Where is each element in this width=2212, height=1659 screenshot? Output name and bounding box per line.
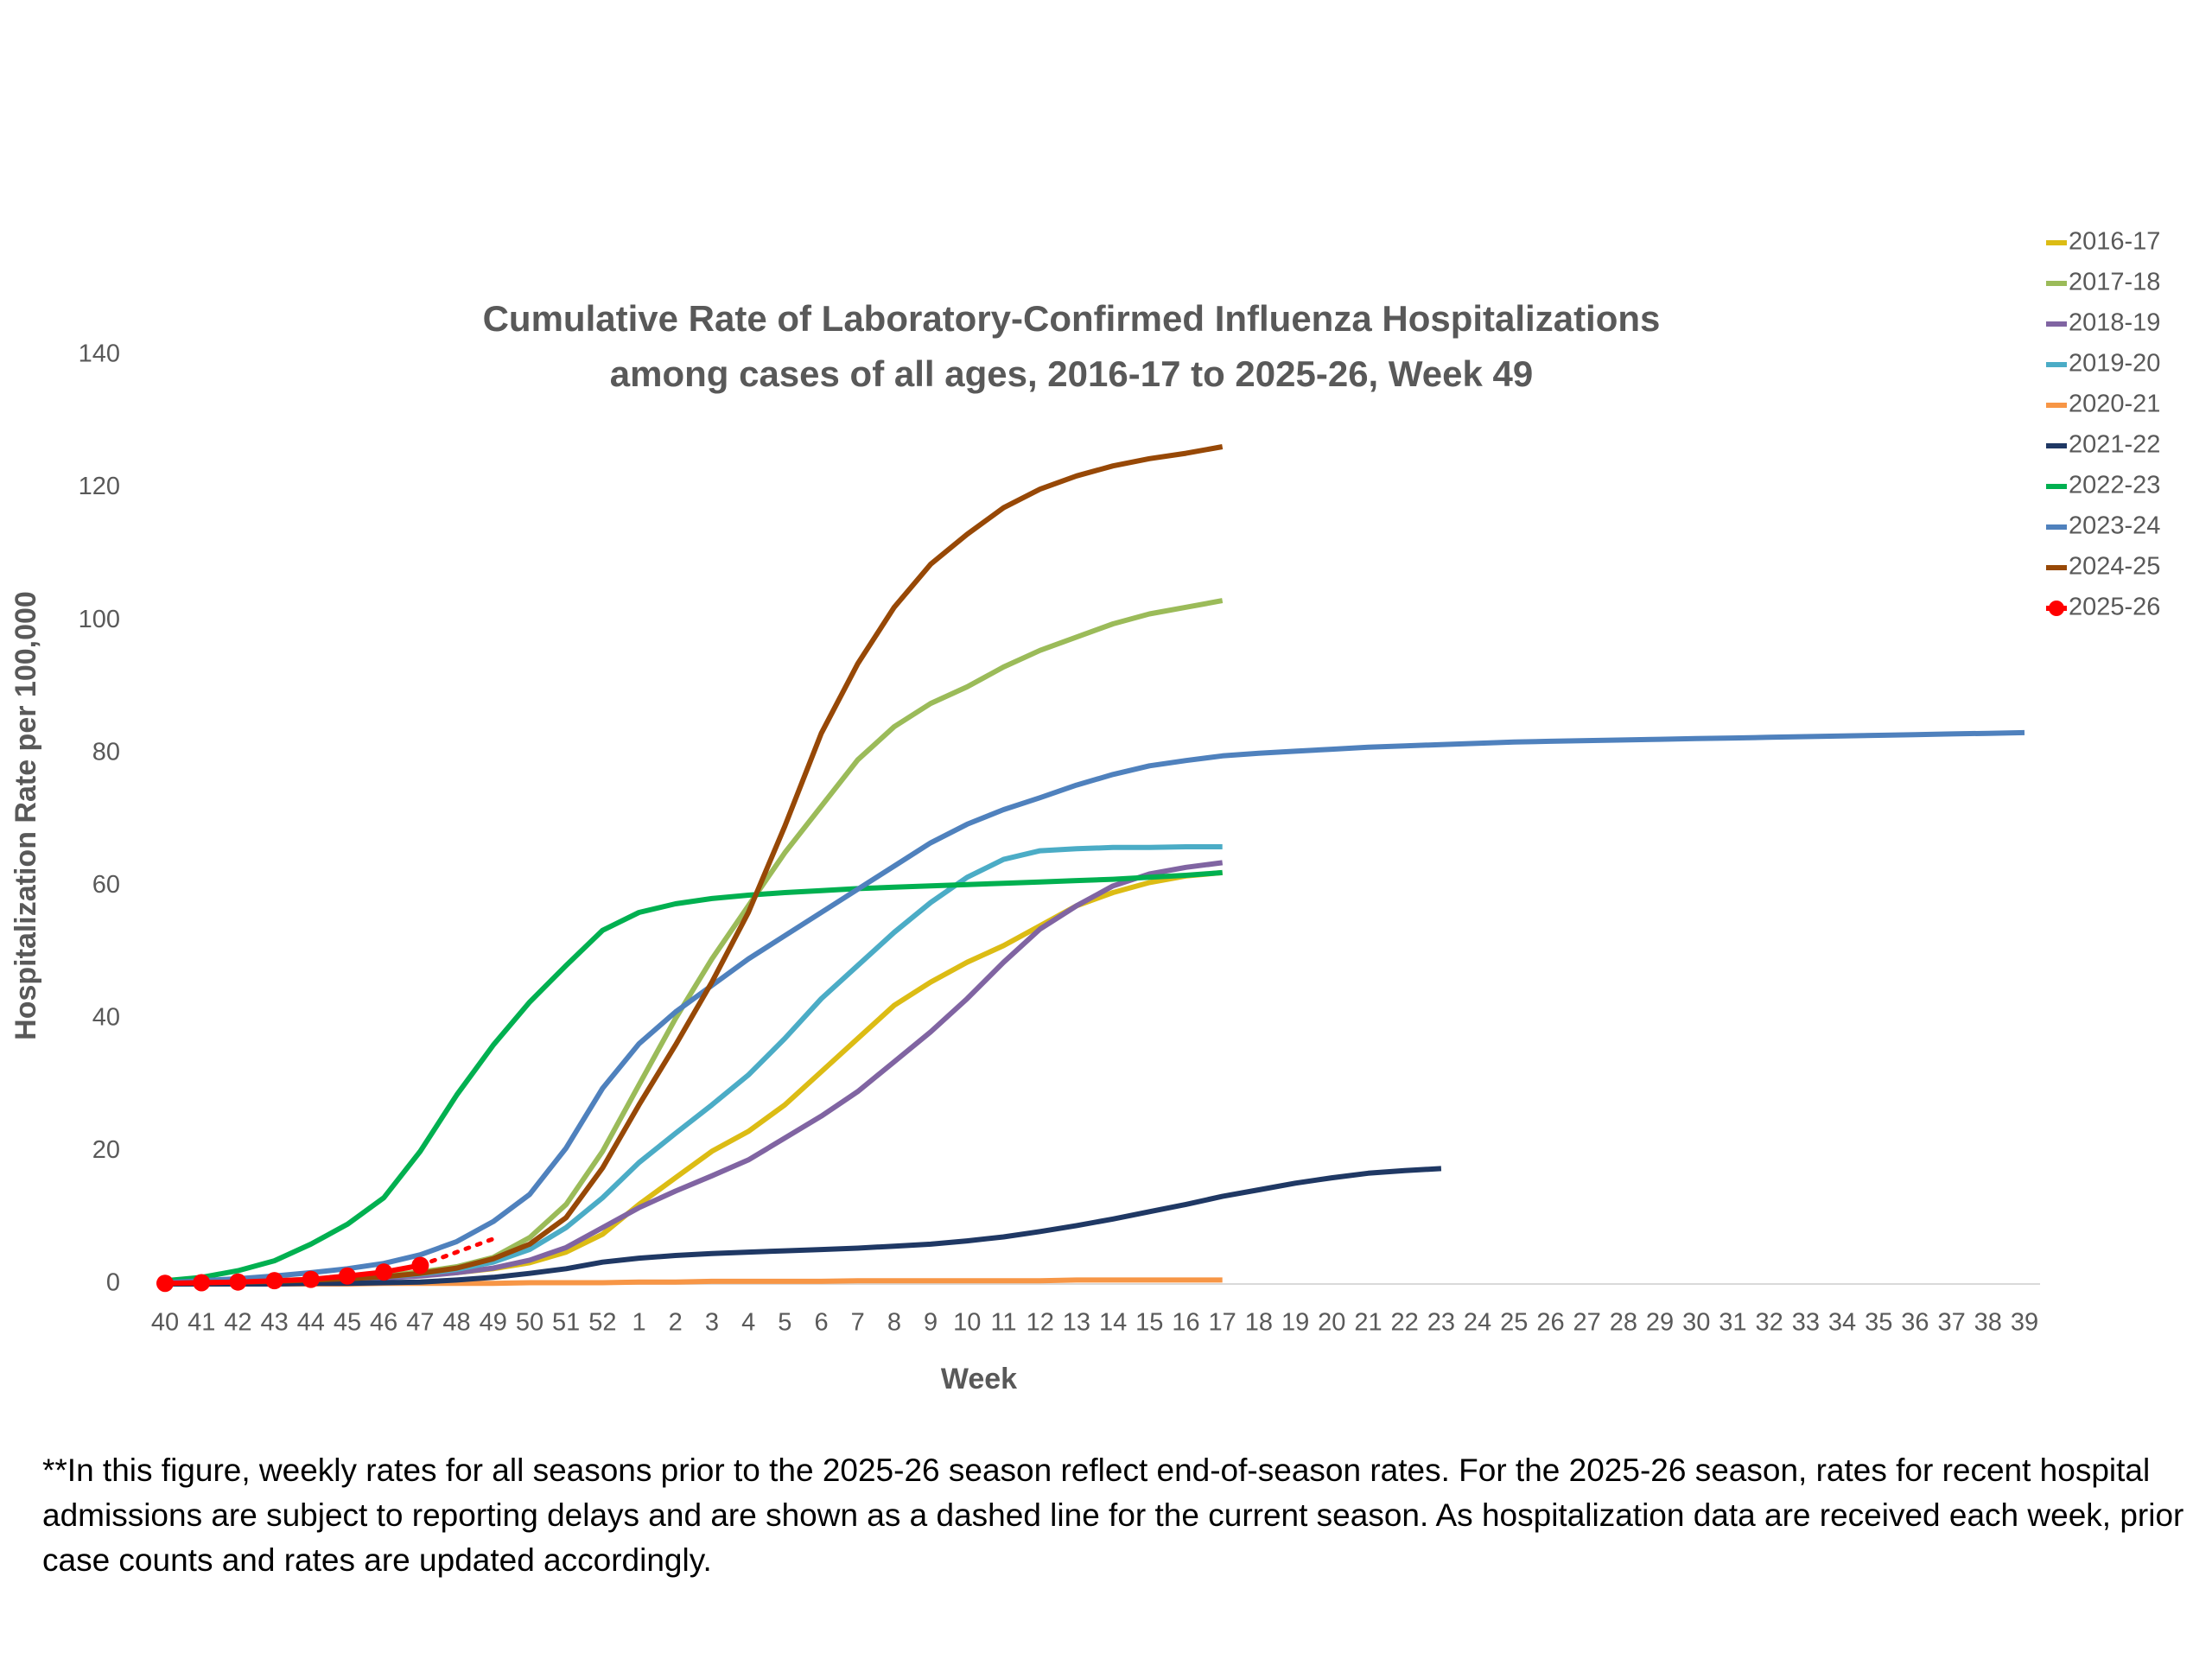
y-tick-label: 40	[92, 1004, 120, 1032]
x-tick-label: 47	[406, 1309, 434, 1337]
x-tick-label: 15	[1135, 1309, 1163, 1337]
x-tick-label: 32	[1755, 1309, 1783, 1337]
data-point	[411, 1256, 429, 1274]
legend-label: 2022-23	[2069, 472, 2160, 499]
x-tick-label: 11	[990, 1309, 1016, 1337]
legend-label: 2018-19	[2069, 309, 2160, 337]
data-point	[229, 1273, 247, 1291]
x-tick-label: 31	[1719, 1309, 1746, 1337]
x-tick-label: 9	[924, 1309, 938, 1337]
series-line	[164, 869, 1223, 1284]
x-tick-label: 20	[1318, 1309, 1345, 1337]
x-tick-label: 42	[224, 1309, 251, 1337]
y-axis-label: Hospitalization Rate per 100,000	[10, 591, 42, 1040]
legend-label: 2020-21	[2069, 391, 2160, 418]
chart-subtitle: among cases of all ages, 2016-17 to 2025…	[610, 353, 1533, 394]
x-tick-label: 35	[1865, 1309, 1892, 1337]
x-tick-label: 2	[669, 1309, 683, 1337]
x-tick-label: 43	[260, 1309, 288, 1337]
x-tick-label: 46	[370, 1309, 397, 1337]
x-tick-label: 27	[1573, 1309, 1601, 1337]
x-tick-label: 24	[1464, 1309, 1491, 1337]
x-tick-label: 17	[1209, 1309, 1236, 1337]
x-tick-label: 41	[188, 1309, 215, 1337]
x-tick-label: 19	[1281, 1309, 1309, 1337]
y-tick-label: 80	[92, 738, 120, 766]
x-tick-label: 28	[1610, 1309, 1637, 1337]
series-line	[164, 860, 1224, 1287]
x-tick-label: 14	[1099, 1309, 1127, 1337]
data-point	[302, 1270, 320, 1288]
x-tick-label: 21	[1354, 1309, 1382, 1337]
x-tick-label: 22	[1391, 1309, 1419, 1337]
x-tick-label: 8	[887, 1309, 901, 1337]
x-tick-label: 13	[1063, 1309, 1090, 1337]
legend-label: 2024-25	[2069, 553, 2160, 581]
y-tick-label: 100	[79, 606, 120, 633]
data-point	[265, 1272, 283, 1290]
series-line	[164, 729, 2025, 1286]
x-tick-label: 34	[1828, 1309, 1856, 1337]
legend-label: 2016-17	[2069, 228, 2160, 256]
x-tick-label: 37	[1937, 1309, 1965, 1337]
x-tick-label: 30	[1682, 1309, 1710, 1337]
legend-label: 2021-22	[2069, 431, 2160, 459]
chart: Cumulative Rate of Laboratory-Confirmed …	[10, 228, 2160, 1395]
y-tick-label: 20	[92, 1136, 120, 1164]
x-tick-label: 10	[953, 1309, 981, 1337]
series-line	[417, 1236, 496, 1268]
x-tick-label: 26	[1536, 1309, 1564, 1337]
x-tick-label: 48	[442, 1309, 470, 1337]
legend-label: 2025-26	[2069, 594, 2160, 621]
x-tick-label: 3	[705, 1309, 719, 1337]
chart-title: Cumulative Rate of Laboratory-Confirmed …	[483, 298, 1661, 339]
data-point	[375, 1263, 393, 1281]
series-line	[164, 444, 1224, 1287]
x-tick-label: 23	[1427, 1309, 1455, 1337]
legend-label: 2019-20	[2069, 350, 2160, 378]
x-tick-label: 36	[1901, 1309, 1929, 1337]
y-tick-label: 60	[92, 871, 120, 899]
data-point	[156, 1274, 174, 1293]
y-tick-label: 120	[79, 473, 120, 500]
legend-marker	[2049, 601, 2064, 616]
x-tick-label: 12	[1027, 1309, 1054, 1337]
x-tick-label: 29	[1646, 1309, 1674, 1337]
x-tick-label: 50	[516, 1309, 543, 1337]
x-tick-label: 38	[1974, 1309, 2002, 1337]
x-tick-label: 33	[1792, 1309, 1820, 1337]
x-tick-label: 45	[334, 1309, 361, 1337]
x-tick-label: 25	[1500, 1309, 1528, 1337]
x-tick-label: 52	[588, 1309, 616, 1337]
x-axis-label: Week	[941, 1363, 1017, 1395]
x-tick-label: 6	[814, 1309, 828, 1337]
legend-label: 2023-24	[2069, 512, 2160, 540]
x-tick-label: 7	[851, 1309, 865, 1337]
x-tick-label: 44	[297, 1309, 325, 1337]
x-tick-label: 5	[778, 1309, 791, 1337]
series-line	[164, 869, 1223, 1287]
y-tick-label: 140	[79, 340, 120, 368]
x-tick-label: 16	[1172, 1309, 1199, 1337]
series-line	[165, 1166, 1442, 1287]
x-tick-label: 18	[1245, 1309, 1273, 1337]
data-point	[193, 1274, 211, 1292]
footnote: **In this figure, weekly rates for all s…	[42, 1452, 2184, 1578]
x-tick-label: 4	[741, 1309, 755, 1337]
x-tick-label: 40	[151, 1309, 179, 1337]
x-tick-label: 39	[2011, 1309, 2038, 1337]
y-tick-label: 0	[106, 1269, 120, 1297]
x-tick-label: 49	[480, 1309, 507, 1337]
data-point	[338, 1267, 356, 1285]
legend-label: 2017-18	[2069, 269, 2160, 296]
x-tick-label: 1	[632, 1309, 645, 1337]
x-tick-label: 51	[552, 1309, 580, 1337]
